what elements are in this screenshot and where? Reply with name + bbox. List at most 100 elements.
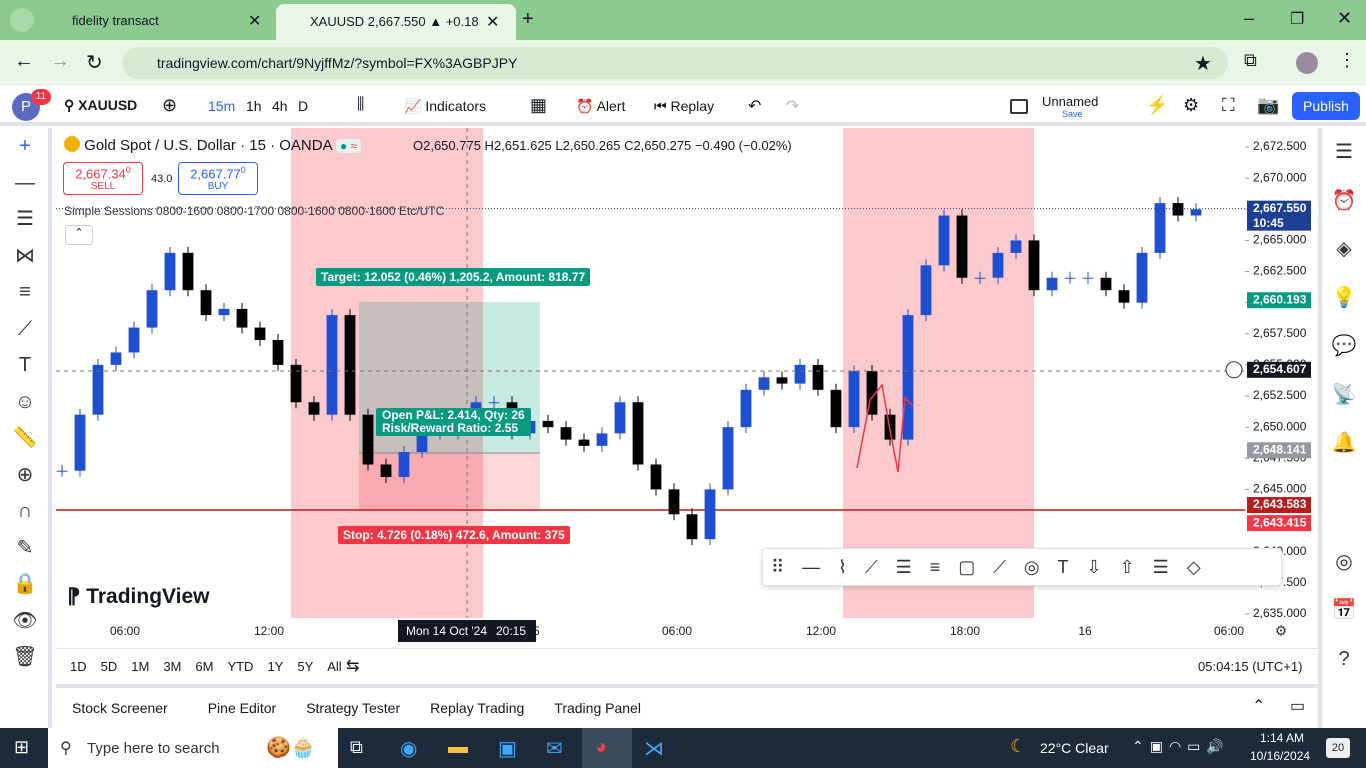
interval[interactable]: 15m: [208, 98, 236, 114]
chart-type[interactable]: ⫼: [357, 96, 365, 113]
fullscreen[interactable]: ⛶: [1222, 95, 1235, 115]
notifications[interactable]: 20: [1326, 738, 1350, 758]
app-explorer[interactable]: ▬: [448, 736, 468, 758]
tray[interactable]: ⌃▣◠▭🔊: [1132, 738, 1230, 754]
chat[interactable]: 💬: [1331, 335, 1357, 357]
tab-active[interactable]: XAUUSD 2,667.550 ▲ +0.18% U ✕: [276, 4, 516, 40]
range-button[interactable]: 6M: [195, 659, 214, 674]
streams[interactable]: 📡: [1331, 383, 1357, 406]
range-button[interactable]: 1D: [70, 659, 87, 674]
panel-tab[interactable]: Pine Editor: [207, 700, 277, 716]
back[interactable]: ←: [14, 50, 34, 72]
layout-save[interactable]: Save: [1062, 109, 1083, 119]
snapshot[interactable]: 📷: [1257, 95, 1280, 115]
panel-tab[interactable]: Trading Panel: [554, 700, 641, 716]
layout-icon[interactable]: [1010, 99, 1028, 114]
minimize[interactable]: –: [1244, 8, 1255, 28]
tool-text[interactable]: T: [18, 354, 32, 376]
tool-lock-draw[interactable]: ✎: [16, 536, 34, 559]
panel-tab[interactable]: Strategy Tester: [306, 700, 401, 716]
drawing-toolbar[interactable]: ⠿—⌇⟋☰≡▢⟋◎T⇩⇧☰◇: [762, 548, 1282, 586]
alerts[interactable]: ⏰: [1331, 189, 1357, 212]
range-button[interactable]: 1Y: [267, 659, 284, 674]
tool-brush[interactable]: ⟋: [18, 317, 32, 340]
notifications[interactable]: 🔔: [1331, 432, 1357, 454]
expand[interactable]: ⌃: [1252, 698, 1266, 715]
sell-button[interactable]: 2,667.340 SELL: [63, 162, 143, 195]
redo[interactable]: ↷: [786, 98, 800, 115]
alert[interactable]: ⏰ Alert: [576, 98, 626, 114]
app-edge[interactable]: ◉: [400, 738, 418, 760]
new-tab[interactable]: +: [522, 8, 534, 30]
quick-search[interactable]: ⚡: [1146, 95, 1169, 115]
menu[interactable]: ⋮: [1338, 50, 1356, 70]
layout-name[interactable]: Unnamed: [1042, 94, 1099, 109]
watchlist[interactable]: ☰: [1335, 141, 1353, 163]
interval[interactable]: 4h: [272, 98, 288, 114]
tool-trash[interactable]: 🗑: [12, 646, 38, 668]
tool-line[interactable]: —: [15, 171, 35, 194]
profile[interactable]: [1296, 52, 1318, 74]
indicators[interactable]: 📈 Indicators: [404, 98, 487, 114]
calendar[interactable]: 📅: [1331, 599, 1357, 621]
dom[interactable]: ◎: [1335, 550, 1353, 573]
date[interactable]: 10/16/2024: [1250, 749, 1311, 763]
close[interactable]: ✕: [1337, 8, 1353, 28]
omnibox[interactable]: tradingview.com/chart/9NyjffMz/?symbol=F…: [122, 47, 1228, 79]
publish[interactable]: Publish: [1292, 92, 1360, 120]
interval[interactable]: D: [298, 98, 309, 114]
tool-magnet[interactable]: ∩: [17, 500, 33, 522]
range-button[interactable]: 5Y: [297, 659, 314, 674]
range-button[interactable]: YTD: [227, 659, 254, 674]
app-vscode[interactable]: ⋊: [644, 738, 664, 760]
clock[interactable]: 05:04:15 (UTC+1): [1198, 659, 1303, 674]
extensions[interactable]: ⧉: [1244, 50, 1257, 70]
maximize[interactable]: ▭: [1290, 698, 1306, 715]
help[interactable]: ?: [1338, 647, 1350, 670]
task-view[interactable]: ⧉: [350, 737, 363, 757]
layers[interactable]: ◈: [1336, 238, 1352, 260]
tool-pattern[interactable]: ⋈: [15, 244, 35, 267]
tab-search[interactable]: [10, 8, 34, 32]
range-button[interactable]: 5D: [100, 659, 118, 674]
layouts[interactable]: ▦: [530, 95, 548, 115]
start[interactable]: ⊞: [14, 737, 30, 757]
forward[interactable]: →: [50, 50, 70, 72]
app-chrome[interactable]: ◕: [582, 728, 632, 768]
tool-emoji[interactable]: ☺: [14, 390, 36, 413]
weather[interactable]: 22°C Clear: [1040, 740, 1109, 756]
restore[interactable]: ❐: [1290, 11, 1305, 28]
ideas[interactable]: 💡: [1331, 286, 1357, 309]
tool-fib[interactable]: ☰: [16, 208, 34, 230]
symbol[interactable]: ⚲ XAUUSD: [64, 97, 138, 113]
bookmark[interactable]: ★: [1194, 53, 1212, 75]
date-range[interactable]: ⇆: [346, 658, 360, 675]
range-button[interactable]: All: [327, 659, 342, 674]
tool-lock[interactable]: 🔒: [12, 573, 38, 595]
panel-tab[interactable]: Replay Trading: [430, 700, 525, 716]
tool-eye[interactable]: 👁: [12, 609, 38, 632]
tab-close[interactable]: ✕: [486, 14, 500, 31]
range-button[interactable]: 3M: [163, 659, 182, 674]
search-box[interactable]: ⚲ Type here to search 🍪🧁: [48, 728, 338, 768]
undo[interactable]: ↶: [748, 98, 762, 115]
tab[interactable]: fidelity transact ✕: [40, 6, 275, 36]
app-mail[interactable]: ✉: [546, 738, 563, 760]
tool-ruler[interactable]: 📏: [12, 427, 38, 449]
tab-close[interactable]: ✕: [248, 13, 262, 30]
panel-tab[interactable]: Stock Screener: [72, 700, 168, 716]
tool-forecast[interactable]: ≡: [19, 281, 31, 303]
replay[interactable]: ⏮ Replay: [654, 98, 715, 114]
app-store[interactable]: ▣: [498, 738, 517, 760]
range-button[interactable]: 1M: [131, 659, 150, 674]
compare[interactable]: ⊕: [162, 95, 178, 115]
buy-button[interactable]: 2,667.770 BUY: [178, 162, 258, 195]
collapse[interactable]: ⌃: [65, 225, 93, 245]
settings[interactable]: ⚙: [1183, 95, 1200, 115]
tool-zoom[interactable]: ⊕: [16, 463, 34, 486]
time[interactable]: 1:14 AM: [1260, 731, 1305, 745]
tv-toolbar: [0, 86, 1366, 126]
tool-cross[interactable]: +: [19, 135, 31, 157]
interval[interactable]: 1h: [246, 98, 262, 114]
reload[interactable]: ↻: [86, 52, 103, 74]
